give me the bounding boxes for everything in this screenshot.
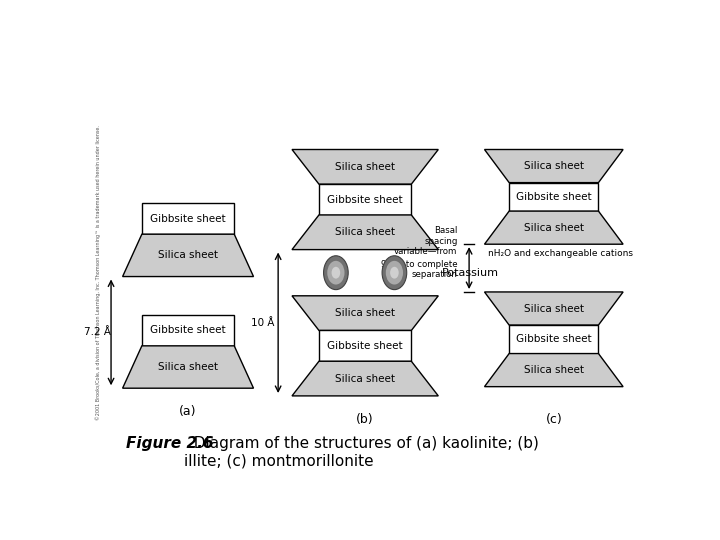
- Text: 7.2 Å: 7.2 Å: [84, 327, 111, 338]
- Text: Silica sheet: Silica sheet: [523, 365, 584, 375]
- Ellipse shape: [328, 261, 344, 285]
- Ellipse shape: [390, 267, 399, 279]
- Polygon shape: [319, 184, 411, 215]
- Text: Potassium: Potassium: [442, 268, 499, 278]
- Text: Diagram of the structures of (a) kaolinite; (b)
illite; (c) montmorillonite: Diagram of the structures of (a) kaolini…: [184, 436, 539, 468]
- Polygon shape: [122, 234, 253, 276]
- Ellipse shape: [323, 256, 348, 289]
- Polygon shape: [319, 330, 411, 361]
- Ellipse shape: [382, 256, 407, 289]
- Text: ©2001 Brooks/Cole, a division of Thomson Learning, Inc. Thomson Learning™ is a t: ©2001 Brooks/Cole, a division of Thomson…: [95, 125, 101, 420]
- Text: Silica sheet: Silica sheet: [335, 308, 395, 318]
- Text: Gibbsite sheet: Gibbsite sheet: [150, 214, 226, 224]
- Text: Figure 2.6: Figure 2.6: [127, 436, 214, 451]
- Text: Silica sheet: Silica sheet: [523, 222, 584, 233]
- Polygon shape: [485, 211, 623, 244]
- Text: Silica sheet: Silica sheet: [523, 303, 584, 314]
- Text: Silica sheet: Silica sheet: [158, 251, 218, 260]
- Text: Gibbsite sheet: Gibbsite sheet: [516, 192, 592, 202]
- Text: Gibbsite sheet: Gibbsite sheet: [516, 334, 592, 345]
- Text: Basal
spacing
variable—from
9.6 Å to complete
separation: Basal spacing variable—from 9.6 Å to com…: [381, 226, 457, 279]
- Polygon shape: [485, 150, 623, 183]
- Ellipse shape: [386, 261, 403, 285]
- Polygon shape: [142, 204, 234, 234]
- Text: Gibbsite sheet: Gibbsite sheet: [328, 341, 403, 351]
- Polygon shape: [292, 296, 438, 330]
- Polygon shape: [292, 361, 438, 396]
- Polygon shape: [142, 315, 234, 346]
- Polygon shape: [485, 354, 623, 387]
- Text: Silica sheet: Silica sheet: [158, 362, 218, 372]
- Polygon shape: [292, 215, 438, 249]
- Polygon shape: [509, 183, 598, 211]
- Text: (b): (b): [356, 413, 374, 426]
- Text: Silica sheet: Silica sheet: [335, 162, 395, 172]
- Text: Gibbsite sheet: Gibbsite sheet: [150, 326, 226, 335]
- Text: Silica sheet: Silica sheet: [523, 161, 584, 171]
- Text: (a): (a): [179, 405, 197, 418]
- Polygon shape: [485, 292, 623, 325]
- Text: Gibbsite sheet: Gibbsite sheet: [328, 194, 403, 205]
- Ellipse shape: [332, 267, 341, 279]
- Polygon shape: [122, 346, 253, 388]
- Polygon shape: [292, 150, 438, 184]
- Polygon shape: [509, 325, 598, 354]
- Text: 10 Å: 10 Å: [251, 318, 274, 328]
- Text: Silica sheet: Silica sheet: [335, 227, 395, 237]
- Text: nH₂O and exchangeable cations: nH₂O and exchangeable cations: [488, 249, 634, 258]
- Text: (c): (c): [546, 413, 562, 426]
- Text: Silica sheet: Silica sheet: [335, 374, 395, 383]
